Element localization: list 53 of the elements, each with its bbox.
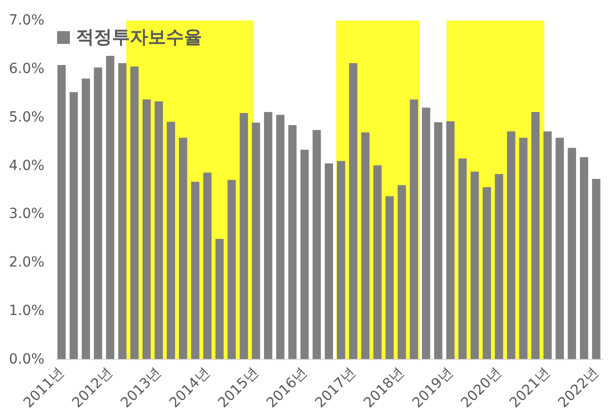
bar xyxy=(312,130,321,360)
bar xyxy=(154,101,163,360)
bar xyxy=(507,131,516,360)
bar xyxy=(203,172,212,360)
bar xyxy=(434,122,442,360)
y-tick-label: 0.0% xyxy=(8,352,45,368)
bar xyxy=(386,196,394,360)
bar xyxy=(82,78,90,360)
bar xyxy=(373,165,382,360)
bar xyxy=(458,158,467,360)
bar xyxy=(215,238,224,360)
bar xyxy=(361,132,370,360)
bar xyxy=(264,112,272,360)
bar xyxy=(336,160,346,360)
y-tick-label: 6.0% xyxy=(8,60,45,77)
bar xyxy=(118,63,126,360)
bar xyxy=(70,92,78,360)
bar xyxy=(410,99,418,360)
bar xyxy=(446,121,455,360)
bar xyxy=(191,182,200,360)
bar xyxy=(494,174,504,360)
bar xyxy=(568,148,576,360)
bar xyxy=(240,113,248,360)
bar xyxy=(288,125,297,360)
bar xyxy=(324,163,334,360)
bar xyxy=(178,138,188,360)
y-tick-label: 1.0% xyxy=(8,303,45,320)
y-tick-label: 5.0% xyxy=(8,109,45,126)
bar xyxy=(556,138,564,360)
bar xyxy=(470,172,479,360)
y-tick-label: 4.0% xyxy=(8,158,45,174)
bar xyxy=(580,157,588,360)
bar xyxy=(142,99,151,360)
bar xyxy=(543,131,552,360)
bar xyxy=(228,180,236,360)
bar xyxy=(422,108,430,360)
bar xyxy=(300,150,309,360)
bar xyxy=(531,112,540,360)
bar xyxy=(349,63,358,360)
bar xyxy=(166,122,176,360)
bar xyxy=(482,187,491,360)
bar xyxy=(519,138,528,360)
bar xyxy=(106,56,114,360)
bar xyxy=(130,66,139,360)
bar xyxy=(94,67,102,360)
bar xyxy=(252,122,260,360)
y-tick-label: 7.0% xyxy=(8,12,45,28)
bar xyxy=(276,114,284,360)
bar xyxy=(57,65,66,360)
y-tick-label: 3.0% xyxy=(8,206,45,222)
y-tick-label: 2.0% xyxy=(8,254,45,271)
bar xyxy=(398,185,406,360)
bar xyxy=(592,178,600,360)
